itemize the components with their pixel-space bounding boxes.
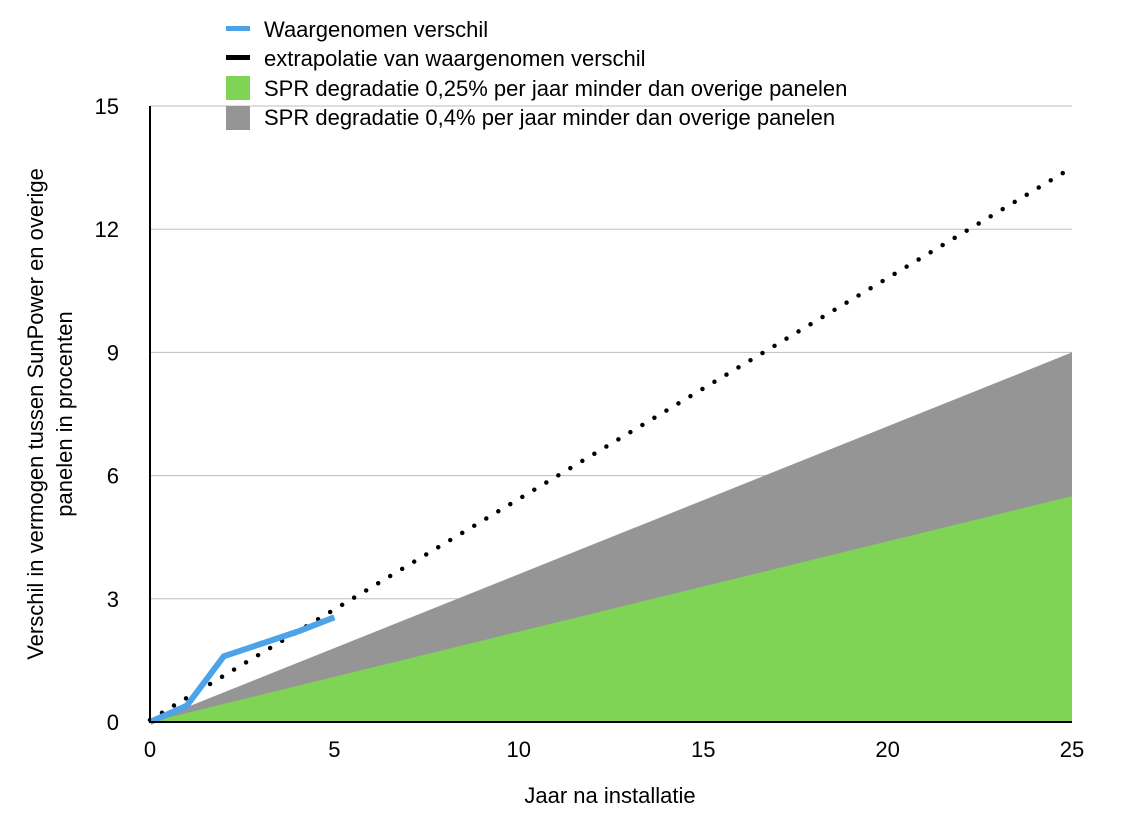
line-series (147, 165, 1075, 725)
x-tick-label-25: 25 (1060, 737, 1084, 762)
y-tick-label-6: 6 (107, 464, 119, 489)
x-tick-label-5: 5 (328, 737, 340, 762)
legend: Waargenomen verschil extrapolatie van wa… (226, 17, 847, 130)
area-series (150, 352, 1072, 722)
x-tick-label-20: 20 (875, 737, 899, 762)
legend-label-observed: Waargenomen verschil (264, 17, 488, 42)
y-tick-label-12: 12 (95, 217, 119, 242)
legend-label-spr-025: SPR degradatie 0,25% per jaar minder dan… (264, 76, 847, 101)
x-tick-label-0: 0 (144, 737, 156, 762)
y-tick-label-15: 15 (95, 94, 119, 119)
y-axis-title-line-1: Verschil in vermogen tussen SunPower en … (23, 168, 48, 660)
extrapolation-line (147, 165, 1075, 723)
y-tick-label-0: 0 (107, 710, 119, 735)
y-tick-label-3: 3 (107, 587, 119, 612)
legend-swatch-observed (226, 26, 250, 31)
x-axis-title: Jaar na installatie (524, 783, 695, 808)
tick-labels: 0 3 6 9 12 15 0 5 10 15 20 25 (95, 94, 1085, 762)
legend-swatch-extrapolation (226, 55, 250, 60)
legend-label-spr-04: SPR degradatie 0,4% per jaar minder dan … (264, 105, 835, 130)
area-spr-025 (150, 496, 1072, 722)
legend-swatch-spr-025 (226, 76, 250, 100)
y-axis-title: Verschil in vermogen tussen SunPower en … (23, 168, 77, 660)
legend-swatch-spr-04 (226, 106, 250, 130)
x-tick-label-15: 15 (691, 737, 715, 762)
y-axis-title-line-2: panelen in procenten (52, 311, 77, 517)
x-tick-label-10: 10 (507, 737, 531, 762)
y-tick-label-9: 9 (107, 340, 119, 365)
legend-label-extrapolation: extrapolatie van waargenomen verschil (264, 46, 646, 71)
observed-line (148, 614, 336, 725)
axes (149, 106, 1072, 723)
